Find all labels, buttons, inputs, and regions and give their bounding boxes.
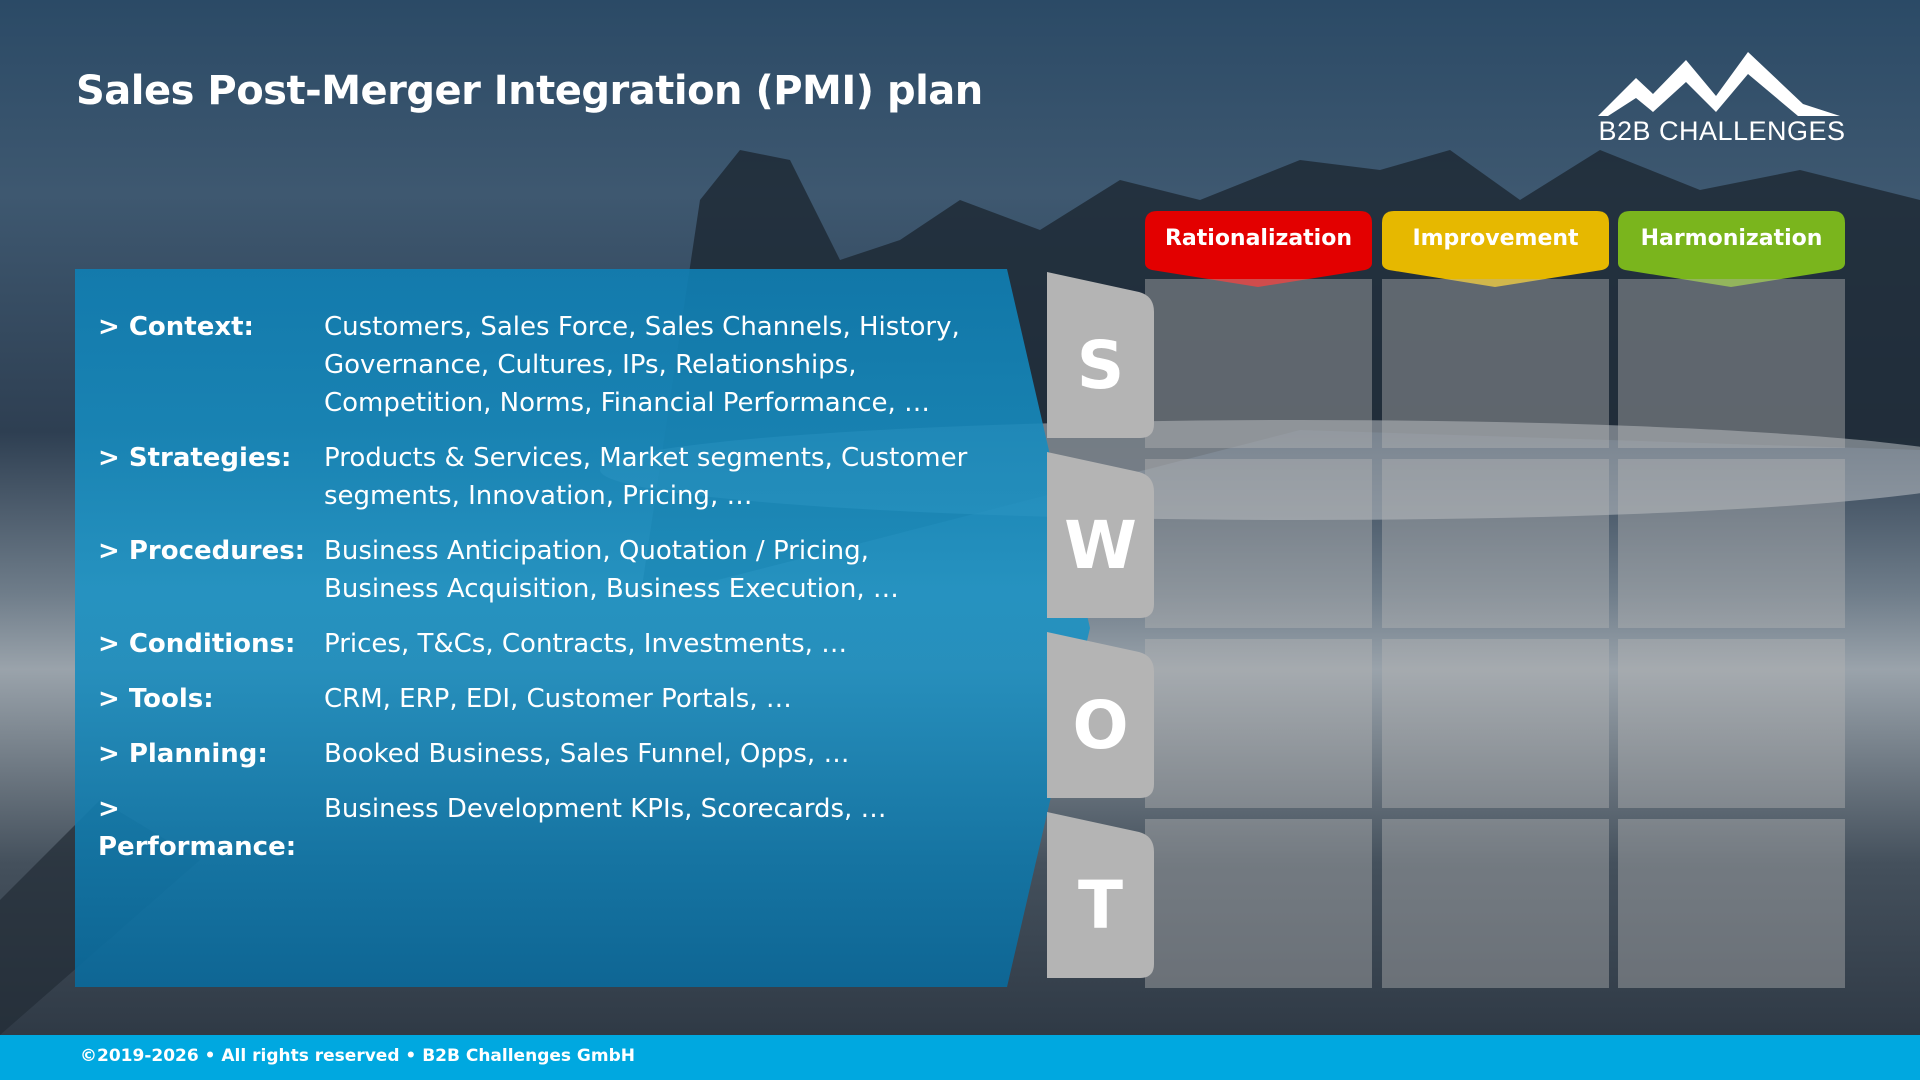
- list-item: > Context: Customers, Sales Force, Sales …: [98, 312, 960, 418]
- swot-cell[interactable]: [1145, 639, 1372, 808]
- logo-text: B2B CHALLENGES: [1598, 116, 1846, 146]
- column-header-improvement: Improvement: [1382, 211, 1609, 287]
- list-item: > Planning: Booked Business, Sales Funnel…: [98, 739, 850, 769]
- swot-cell[interactable]: [1382, 819, 1609, 988]
- swot-cell[interactable]: [1618, 639, 1845, 808]
- swot-cell[interactable]: [1618, 459, 1845, 628]
- list-item: > Performance: Business Development KPIs,…: [98, 794, 887, 862]
- swot-cell[interactable]: [1145, 279, 1372, 448]
- mountain-logo-icon: [1598, 52, 1840, 116]
- column-header-harmonization: Harmonization: [1618, 211, 1845, 287]
- column-header-rationalization: Rationalization: [1145, 211, 1372, 287]
- swot-cell[interactable]: [1145, 819, 1372, 988]
- swot-cell[interactable]: [1618, 819, 1845, 988]
- list-item: > Strategies: Products & Services, Market…: [98, 443, 968, 511]
- page-title: Sales Post-Merger Integration (PMI) plan: [76, 68, 983, 114]
- swot-cell[interactable]: [1382, 639, 1609, 808]
- swot-tab-t: T: [1047, 812, 1154, 978]
- swot-cell[interactable]: [1382, 459, 1609, 628]
- swot-tab-w: W: [1047, 452, 1154, 618]
- context-list: > Context: Customers, Sales Force, Sales …: [98, 308, 984, 883]
- swot-cell[interactable]: [1382, 279, 1609, 448]
- list-item: > Tools: CRM, ERP, EDI, Customer Portals,…: [98, 684, 792, 714]
- list-item: > Conditions: Prices, T&Cs, Contracts, In…: [98, 629, 848, 659]
- swot-tab-o: O: [1047, 632, 1154, 798]
- list-item: > Procedures: Business Anticipation, Quot…: [98, 536, 899, 604]
- swot-tab-s: S: [1047, 272, 1154, 438]
- swot-cell[interactable]: [1145, 459, 1372, 628]
- swot-cell[interactable]: [1618, 279, 1845, 448]
- footer-copyright: ©2019-2026 • All rights reserved • B2B C…: [0, 1035, 1920, 1080]
